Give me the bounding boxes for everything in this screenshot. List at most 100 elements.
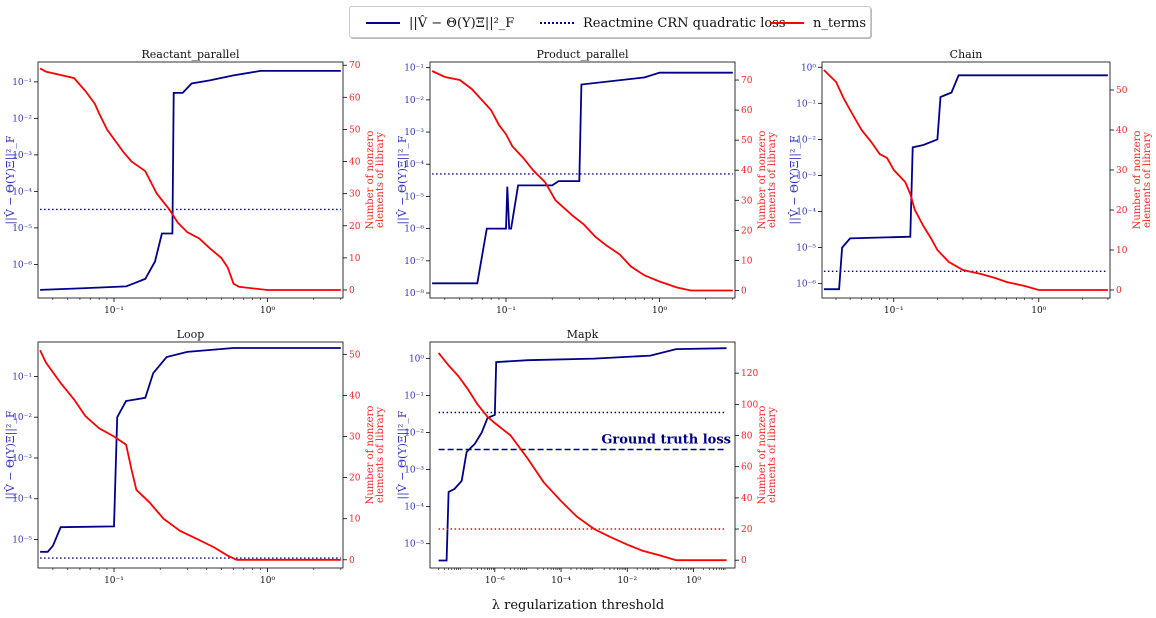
- left-y-axis-label: ||V̂ − Θ(Y)Ξ||²_F: [396, 135, 410, 224]
- x-tick-label: 10⁰: [686, 576, 701, 586]
- x-tick-label: 10⁻¹: [884, 306, 904, 316]
- right-y-axis-label-line2: elements of library: [375, 132, 386, 228]
- right-y-tick-label: 40: [741, 166, 753, 176]
- right-y-tick-label: 10: [1116, 246, 1128, 256]
- left-y-tick-label: 10⁻²: [12, 114, 32, 124]
- right-y-tick-label: 10: [349, 515, 361, 525]
- left-y-axis-label: ||V̂ − Θ(Y)Ξ||²_F: [4, 135, 18, 224]
- legend-item-frobenius-loss: ||V̂ − Θ(Y)Ξ||²_F: [366, 7, 514, 39]
- blue-solid-series: [432, 71, 733, 285]
- left-y-tick-label: 10⁻⁶: [796, 280, 816, 290]
- left-y-tick-label: 10⁻³: [12, 454, 32, 464]
- x-tick-label: 10⁻¹: [104, 576, 124, 586]
- left-y-tick-label: 10⁻¹: [12, 78, 32, 88]
- plot-frame: [429, 61, 736, 299]
- subplot-loop: Loop 10⁻¹ 10⁰ 10⁻⁵ 10⁻⁴ 10⁻³ 10⁻² 10⁻¹ 0 10 20 30 40…: [4, 328, 386, 586]
- left-y-tick-label: 10⁻¹: [404, 392, 424, 402]
- x-tick-label: 10⁰: [260, 576, 275, 586]
- right-y-tick-label: 10: [741, 256, 753, 266]
- left-y-tick-label: 10⁻⁶: [404, 225, 424, 235]
- left-y-tick-label: 10⁻⁸: [404, 289, 424, 299]
- left-y-tick-label: 10⁻⁴: [12, 187, 32, 197]
- subplot-product-parallel: Product_parallel 10⁻¹ 10⁰ 10⁻⁸ 10⁻⁷ 10⁻⁶ 10⁻⁵ 1…: [396, 48, 778, 316]
- left-y-tick-label: 10⁻⁶: [12, 260, 32, 270]
- right-y-tick-label: 50: [349, 125, 361, 135]
- legend-swatch-dotted-blue: [540, 22, 574, 24]
- right-y-tick-label: 60: [741, 106, 753, 116]
- right-y-tick-label: 20: [1116, 206, 1128, 216]
- legend-item-crn-loss: Reactmine CRN quadratic loss: [540, 7, 786, 39]
- x-tick-label: 10⁰: [260, 306, 275, 316]
- right-y-axis-label-line1: Number of nonzero: [757, 131, 768, 230]
- right-y-axis-label-line1: Number of nonzero: [365, 131, 376, 230]
- right-y-tick-label: 50: [741, 136, 753, 146]
- left-y-tick-label: 10⁻⁴: [796, 208, 816, 218]
- right-y-axis-label-line2: elements of library: [1142, 132, 1153, 228]
- right-y-axis-label-line1: Number of nonzero: [1132, 131, 1143, 230]
- plot-frame: [37, 61, 344, 299]
- right-y-tick-label: 40: [741, 494, 753, 504]
- plot-frame: [821, 61, 1111, 299]
- right-y-tick-label: 20: [349, 474, 361, 484]
- right-y-tick-label: 10: [349, 254, 361, 264]
- right-y-tick-label: 0: [741, 286, 747, 296]
- right-y-tick-label: 30: [1116, 166, 1128, 176]
- left-y-tick-label: 10⁻⁷: [404, 257, 424, 267]
- red-solid-series: [823, 69, 1108, 291]
- legend-swatch-solid-red: [770, 22, 804, 24]
- subplot-title: Chain: [950, 48, 983, 61]
- right-y-tick-label: 50: [349, 350, 361, 360]
- left-y-tick-label: 10⁻¹: [796, 99, 816, 109]
- left-y-tick-label: 10⁻⁵: [404, 540, 424, 550]
- left-y-tick-label: 10⁻¹: [404, 64, 424, 74]
- left-y-tick-label: 10⁻¹: [12, 372, 32, 382]
- x-tick-label: 10⁻¹: [104, 306, 124, 316]
- blue-solid-series: [823, 74, 1108, 291]
- left-y-tick-label: 10⁻⁴: [12, 495, 32, 505]
- right-y-tick-label: 40: [349, 391, 361, 401]
- subplot-chain: Chain 10⁻¹ 10⁰ 10⁻⁶ 10⁻⁵ 10⁻⁴ 10⁻³ 10⁻² 10⁻¹ 10⁰ 0…: [788, 48, 1153, 316]
- legend-item-nterms: n_terms: [770, 7, 866, 39]
- legend: ||V̂ − Θ(Y)Ξ||²_F Reactmine CRN quadrati…: [349, 6, 871, 38]
- subplot-title: Product_parallel: [537, 48, 629, 61]
- right-y-tick-label: 20: [741, 525, 753, 535]
- left-y-axis-label: ||V̂ − Θ(Y)Ξ||²_F: [396, 410, 410, 499]
- left-y-tick-label: 10⁻³: [796, 171, 816, 181]
- left-y-tick-label: 10⁻⁵: [12, 536, 32, 546]
- right-y-tick-label: 0: [1116, 286, 1122, 296]
- x-tick-label: 10⁻⁴: [551, 576, 571, 586]
- left-y-tick-label: 10⁻³: [404, 466, 424, 476]
- subplot-mapk: Mapk 10⁻⁶ 10⁻⁴ 10⁻² 10⁰ 10⁻⁵ 10⁻⁴ 10⁻³ 10⁻² 10⁻¹ 1…: [396, 328, 778, 586]
- right-y-axis-label-line2: elements of library: [375, 407, 386, 503]
- subplot-title: Reactant_parallel: [142, 48, 240, 61]
- red-solid-series: [39, 349, 341, 561]
- red-solid-series: [431, 70, 733, 292]
- plot-frame: [37, 341, 344, 569]
- subplot-reactant-parallel: Reactant_parallel 10⁻¹ 10⁰ 10⁻⁶ 10⁻⁵ 10⁻⁴ 10⁻³…: [4, 48, 386, 316]
- right-y-axis-label-line1: Number of nonzero: [757, 406, 768, 505]
- x-tick-label: 10⁰: [1031, 306, 1046, 316]
- legend-label: n_terms: [813, 15, 867, 31]
- right-y-tick-label: 30: [741, 196, 753, 206]
- right-y-axis-label-line2: elements of library: [767, 132, 778, 228]
- left-y-tick-label: 10⁰: [801, 63, 816, 73]
- left-y-tick-label: 10⁻⁵: [12, 224, 32, 234]
- left-y-tick-label: 10⁻⁴: [404, 160, 424, 170]
- x-axis-label: λ regularization threshold: [491, 598, 665, 613]
- red-solid-series: [39, 67, 341, 291]
- subplot-title: Loop: [177, 328, 205, 341]
- right-y-tick-label: 0: [349, 286, 355, 296]
- x-tick-label: 10⁻⁶: [485, 576, 505, 586]
- left-y-axis-label: ||V̂ − Θ(Y)Ξ||²_F: [788, 135, 802, 224]
- right-y-tick-label: 40: [349, 158, 361, 168]
- right-y-tick-label: 0: [349, 556, 355, 566]
- blue-solid-series: [438, 347, 727, 562]
- right-y-axis-label-line2: elements of library: [767, 407, 778, 503]
- legend-label: Reactmine CRN quadratic loss: [583, 15, 786, 31]
- right-y-tick-label: 60: [741, 463, 753, 473]
- left-y-tick-label: 10⁻²: [404, 96, 424, 106]
- right-y-tick-label: 30: [349, 433, 361, 443]
- right-y-tick-label: 70: [349, 61, 361, 71]
- x-tick-label: 10⁰: [652, 306, 667, 316]
